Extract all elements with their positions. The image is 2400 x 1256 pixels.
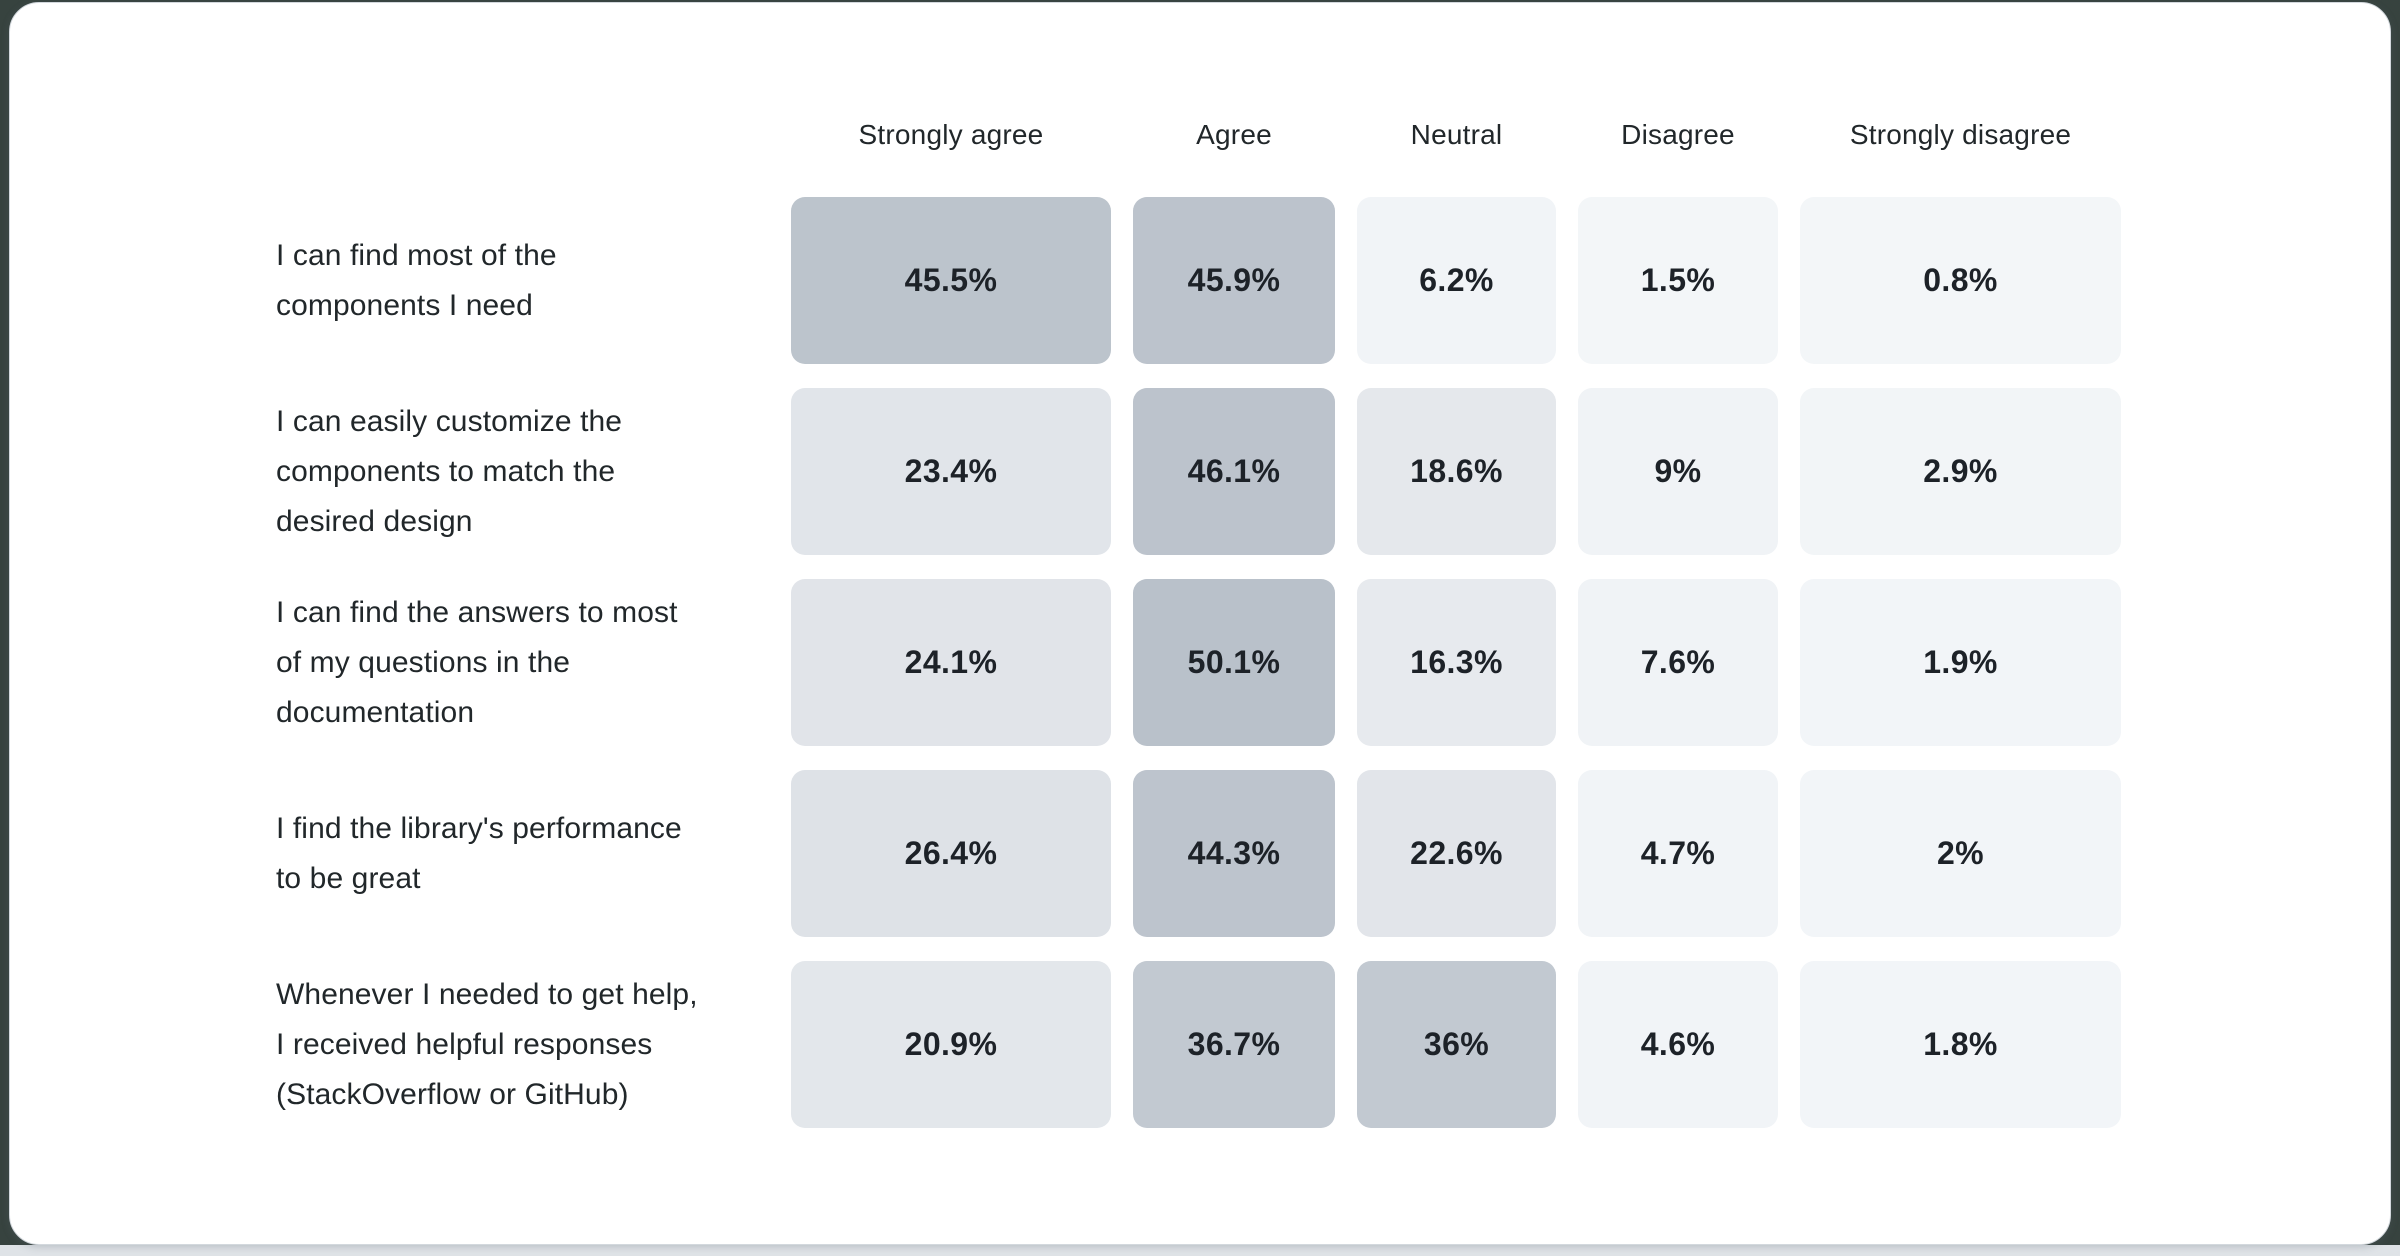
row-label-3: I can find the answers to most of my que… [276,595,678,729]
column-header-strongly-agree: Strongly agree [858,119,1044,150]
heatmap-cell-r1-strongly-agree: 45.5% [791,197,1111,364]
heatmap-cell-r4-neutral: 22.6% [1357,770,1556,937]
heatmap-cell-r1-neutral: 6.2% [1357,197,1556,364]
column-header-strongly-disagree: Strongly disagree [1849,119,2072,150]
heatmap-cell-r5-disagree: 4.6% [1578,961,1778,1128]
heatmap-cell-r3-disagree: 7.6% [1578,579,1778,746]
matrix-corner-spacer [276,97,769,173]
heatmap-cell-r2-disagree: 9% [1578,388,1778,555]
heatmap-cell-r5-neutral: 36% [1357,961,1556,1128]
heatmap-cell-r5-strongly-agree: 20.9% [791,961,1111,1128]
heatmap-cell-r4-agree: 44.3% [1133,770,1335,937]
heatmap-cell-r4-disagree: 4.7% [1578,770,1778,937]
row-label-2: I can easily customize the components to… [276,404,623,538]
heatmap-cell-r5-strongly-disagree: 1.8% [1800,961,2121,1128]
heatmap-cell-r1-disagree: 1.5% [1578,197,1778,364]
row-label-5: Whenever I needed to get help, I receive… [276,977,698,1111]
heatmap-cell-r1-strongly-disagree: 0.8% [1800,197,2121,364]
heatmap-cell-r5-agree: 36.7% [1133,961,1335,1128]
heatmap-cell-r3-strongly-disagree: 1.9% [1800,579,2121,746]
heatmap-cell-r2-neutral: 18.6% [1357,388,1556,555]
column-header-disagree: Disagree [1621,119,1735,150]
row-label-1: I can find most of the components I need [276,238,557,322]
row-label-4: I find the library's performance to be g… [276,811,682,895]
heatmap-cell-r3-strongly-agree: 24.1% [791,579,1111,746]
survey-results-card: Strongly agree Agree Neutral Disagree Strong… [9,2,2391,1245]
likert-matrix: Strongly agree Agree Neutral Disagree Strong… [276,97,2121,1128]
heatmap-cell-r4-strongly-agree: 26.4% [791,770,1111,937]
heatmap-cell-r2-strongly-disagree: 2.9% [1800,388,2121,555]
heatmap-cell-r1-agree: 45.9% [1133,197,1335,364]
heatmap-cell-r2-agree: 46.1% [1133,388,1335,555]
heatmap-cell-r3-agree: 50.1% [1133,579,1335,746]
column-header-agree: Agree [1196,119,1272,150]
column-header-neutral: Neutral [1410,119,1503,150]
heatmap-cell-r3-neutral: 16.3% [1357,579,1556,746]
heatmap-cell-r4-strongly-disagree: 2% [1800,770,2121,937]
heatmap-cell-r2-strongly-agree: 23.4% [791,388,1111,555]
page-bottom-strip [0,1245,2400,1256]
